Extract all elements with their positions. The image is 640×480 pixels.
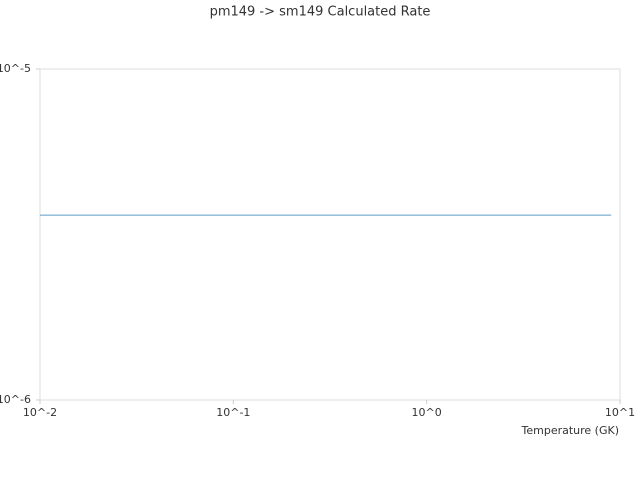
x-axis-label: Temperature (GK) xyxy=(521,424,620,437)
x-tick-label: 10^1 xyxy=(605,406,635,419)
x-tick-label: 10^0 xyxy=(412,406,442,419)
y-tick-label: 10^-5 xyxy=(0,62,31,75)
y-tick-label: 10^-6 xyxy=(0,393,31,406)
x-tick-label: 10^-1 xyxy=(216,406,250,419)
plot-frame xyxy=(39,68,621,401)
x-tick-label: 10^-2 xyxy=(23,406,57,419)
chart-title: pm149 -> sm149 Calculated Rate xyxy=(210,5,431,20)
